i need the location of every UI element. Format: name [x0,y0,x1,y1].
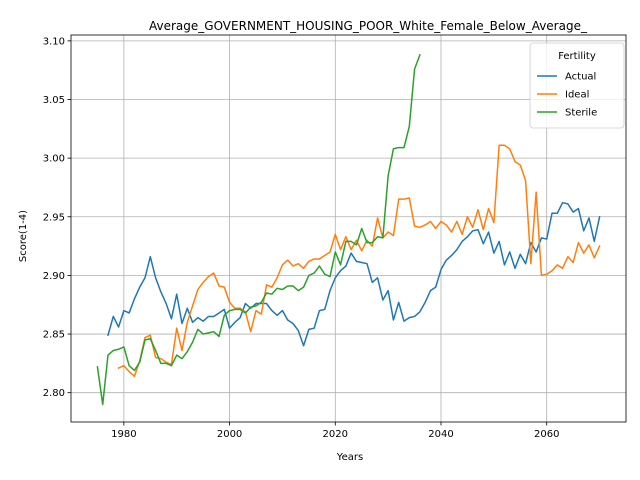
legend-title: Fertility [558,51,596,62]
x-tick-label: 2000 [217,429,242,440]
legend-label-actual: Actual [565,72,596,83]
legend-box [529,42,625,129]
x-tick-label: 2020 [323,429,348,440]
y-tick-label: 3.10 [43,36,65,47]
y-axis-label: Score(1-4) [18,210,29,262]
x-axis-label: Years [336,452,363,463]
series-line-ideal [117,144,601,378]
legend: Fertility Actual Ideal Sterile [529,42,625,129]
y-tick-label: 3.05 [43,95,65,106]
y-tick-label: 2.90 [43,271,65,282]
x-tick-label: 1980 [111,429,136,440]
legend-label-sterile: Sterile [565,108,597,119]
x-tick-label: 2040 [428,429,453,440]
legend-label-ideal: Ideal [565,90,589,101]
y-tick-label: 2.95 [43,212,65,223]
x-tick-label: 2060 [534,429,559,440]
y-tick-label: 2.85 [43,330,65,341]
chart-title: Average_GOVERNMENT_HOUSING_POOR_White_Fe… [149,19,588,33]
x-axis-ticks: 1980 2000 2020 2040 2060 [111,422,559,440]
series-lines [96,53,601,406]
y-tick-label: 2.80 [43,388,65,399]
y-tick-label: 3.00 [43,154,65,165]
plot-frame [70,34,627,423]
y-axis-ticks: 2.80 2.85 2.90 2.95 3.00 3.05 3.10 [43,36,71,399]
series-line-sterile [96,53,421,406]
